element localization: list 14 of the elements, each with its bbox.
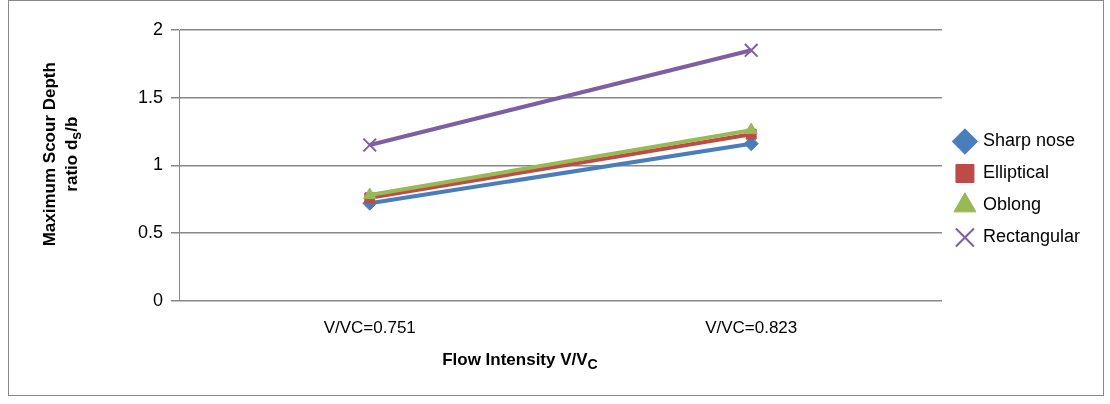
point — [362, 137, 378, 153]
legend-label: Elliptical — [982, 162, 1049, 183]
y-tick-label: 0 — [153, 289, 164, 310]
legend-label: Sharp nose — [982, 130, 1076, 151]
y-tick-label: 0.5 — [137, 221, 164, 242]
legend-label: Rectangular — [982, 226, 1081, 247]
x-axis-title: Flow Intensity V/V$_{C}$ — [441, 350, 599, 373]
y-tick-label: 1.5 — [137, 86, 164, 107]
x-tick-label: V/VC=0.823 — [705, 318, 798, 338]
y-tick-label: 2 — [153, 18, 164, 39]
x-tick-label: V/VC=0.751 — [323, 318, 416, 338]
point — [743, 42, 759, 58]
legend-label: Oblong — [982, 194, 1041, 215]
y-tick-label: 1 — [153, 154, 164, 175]
